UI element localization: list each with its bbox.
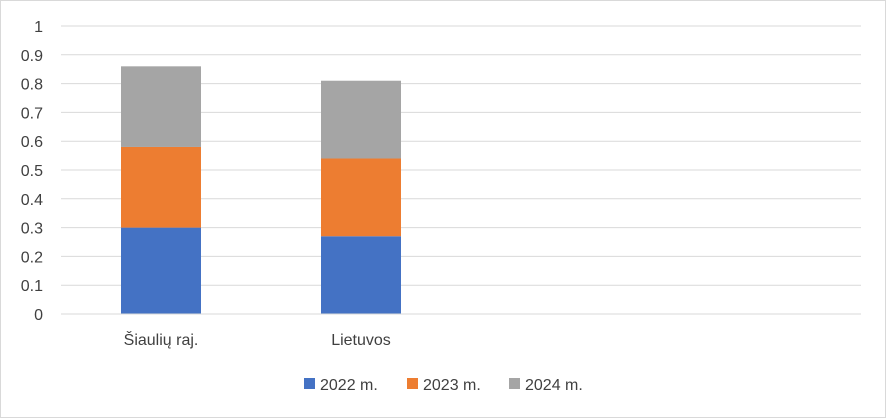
bar-segment (321, 80, 401, 159)
x-category-label: Lietuvos (331, 332, 391, 349)
legend-label: 2024 m. (525, 377, 583, 394)
bar-segment (321, 158, 401, 237)
bar-segment (121, 66, 201, 147)
legend-swatch (509, 378, 520, 389)
y-tick-label: 0.8 (21, 77, 43, 94)
y-tick-label: 0.7 (21, 105, 43, 122)
y-tick-label: 0.9 (21, 48, 43, 65)
y-tick-label: 0.3 (21, 221, 43, 238)
bar-segment (121, 146, 201, 228)
x-axis: Šiaulių raj. Lietuvos (61, 313, 861, 349)
legend-label: 2022 m. (320, 377, 378, 394)
bar-segment (121, 227, 201, 314)
y-tick-label: 0.1 (21, 278, 43, 295)
bar-segment (321, 236, 401, 314)
y-tick-label: 1 (34, 19, 43, 36)
bars (121, 66, 401, 314)
legend-label: 2023 m. (423, 377, 481, 394)
y-tick-label: 0.2 (21, 249, 43, 266)
y-tick-label: 0.5 (21, 163, 43, 180)
y-tick-label: 0.6 (21, 134, 43, 151)
legend: 2022 m. 2023 m. 2024 m. (304, 377, 583, 394)
y-tick-label: 0.4 (21, 192, 43, 209)
x-category-label: Šiaulių raj. (124, 330, 199, 349)
y-tick-label: 0 (34, 307, 43, 324)
legend-swatch (304, 378, 315, 389)
legend-swatch (407, 378, 418, 389)
y-axis-ticks: 0 0.1 0.2 0.3 0.4 0.5 0.6 0.7 0.8 0.9 1 (21, 19, 43, 324)
